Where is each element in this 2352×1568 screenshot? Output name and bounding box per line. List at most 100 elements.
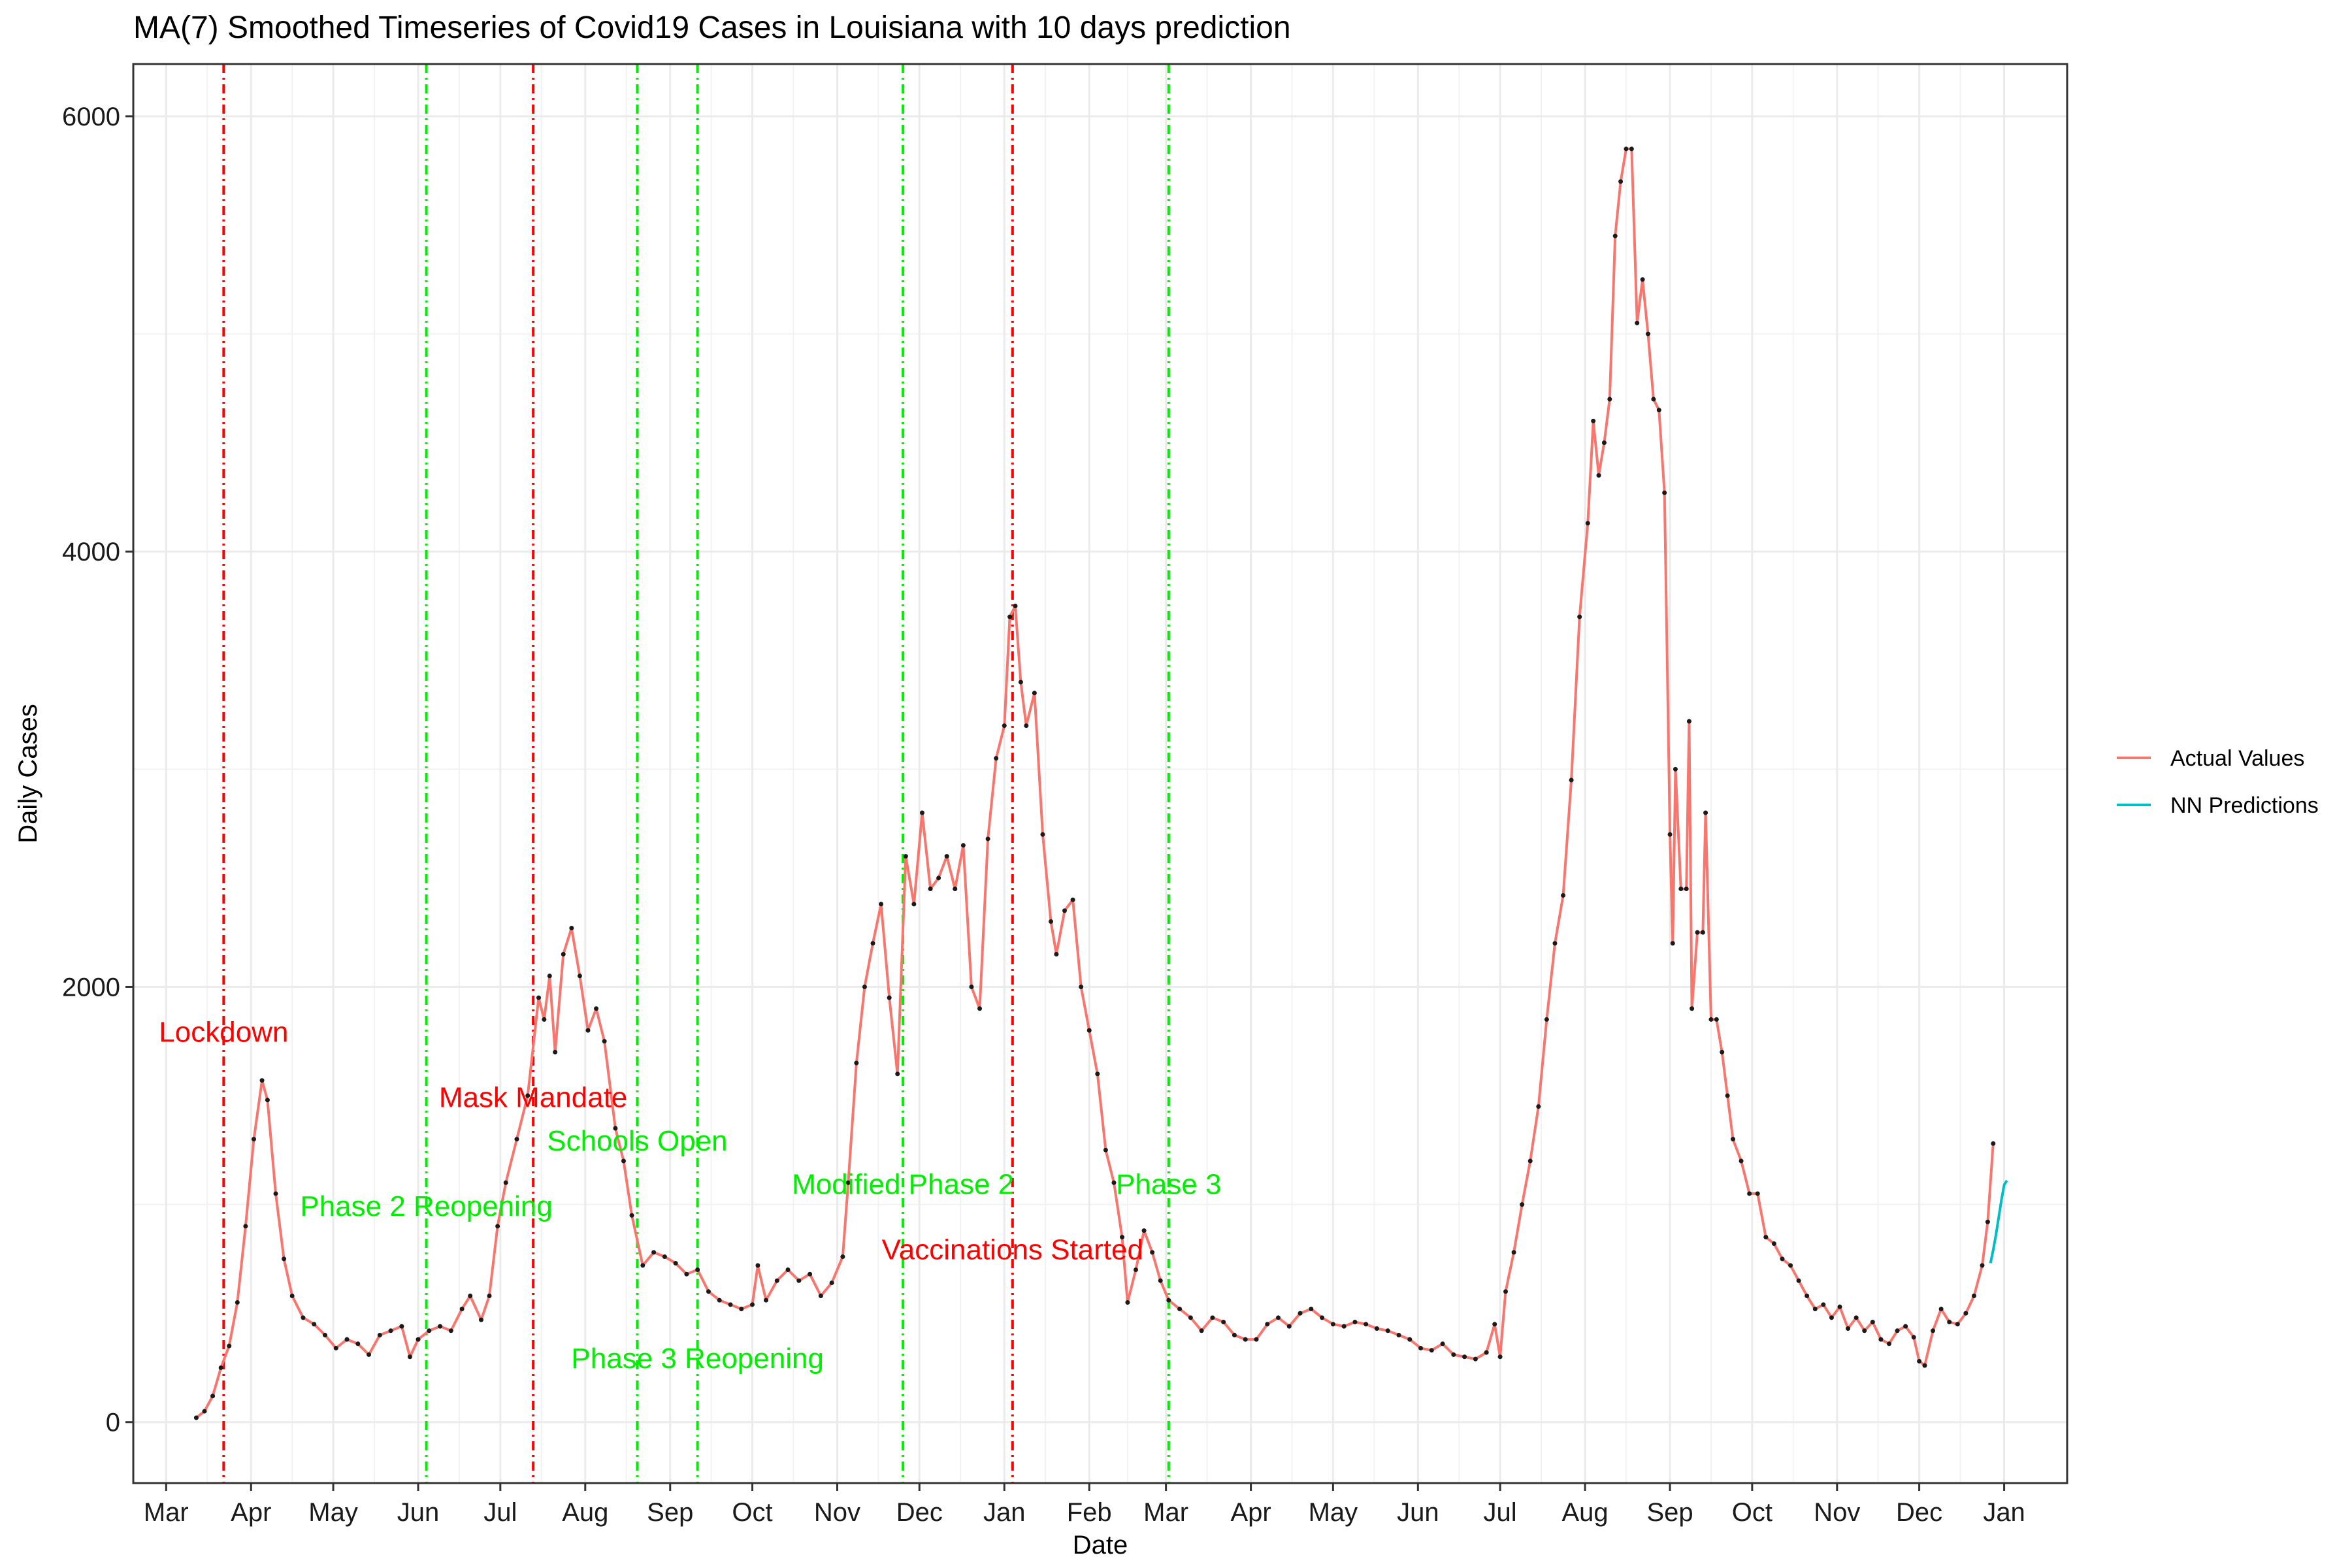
- data-point: [1188, 1315, 1193, 1320]
- data-point: [928, 887, 933, 892]
- data-point: [1418, 1345, 1424, 1350]
- data-point: [629, 1213, 634, 1218]
- data-point: [468, 1294, 473, 1299]
- event-label: Phase 2 Reopening: [300, 1190, 553, 1222]
- x-tick-label: Oct: [732, 1498, 772, 1527]
- x-tick-label: Jan: [983, 1498, 1026, 1527]
- event-label: Phase 3: [1116, 1169, 1221, 1201]
- x-tick-label: Apr: [231, 1498, 271, 1527]
- data-point: [602, 1039, 607, 1044]
- data-point: [235, 1300, 240, 1305]
- axes: Mar Apr May Jun Jul Aug Sep Oct Nov Dec Jan Feb Mar A…: [62, 103, 2025, 1527]
- data-point: [1955, 1322, 1960, 1327]
- data-point: [887, 995, 892, 1000]
- data-point: [1049, 919, 1054, 924]
- data-point: [879, 902, 884, 907]
- data-point: [1254, 1337, 1259, 1342]
- gridlines: [133, 64, 2067, 1483]
- data-point: [1788, 1263, 1793, 1268]
- data-point: [1980, 1263, 1985, 1268]
- x-tick-label: May: [1309, 1498, 1358, 1527]
- y-tick-label: 4000: [62, 538, 120, 566]
- event-labels: Lockdown Phase 2 Reopening Mask Mandate Sch…: [159, 1016, 1221, 1375]
- data-point: [1601, 440, 1607, 446]
- x-tick-label: Jul: [483, 1498, 517, 1527]
- data-point: [774, 1278, 779, 1283]
- data-point: [1624, 146, 1629, 152]
- data-point: [1829, 1315, 1834, 1320]
- data-point: [684, 1271, 689, 1277]
- data-point: [1062, 908, 1067, 913]
- data-point: [1374, 1326, 1379, 1331]
- data-point: [1158, 1278, 1163, 1283]
- data-point: [536, 995, 542, 1000]
- x-tick-label: Jul: [1484, 1498, 1517, 1527]
- x-tick-label: Nov: [814, 1498, 860, 1527]
- nn-predictions-line: [1989, 1179, 2008, 1264]
- data-point: [478, 1317, 483, 1322]
- data-point: [1352, 1319, 1358, 1324]
- data-point: [1054, 951, 1059, 956]
- data-point: [1150, 1250, 1155, 1255]
- data-point: [1040, 832, 1045, 837]
- data-point: [1577, 614, 1582, 619]
- data-point: [1210, 1315, 1215, 1320]
- data-point: [1947, 1319, 1952, 1324]
- data-point: [1070, 897, 1075, 902]
- data-point: [1846, 1326, 1851, 1331]
- data-point: [1141, 1228, 1147, 1233]
- data-point: [840, 1254, 845, 1260]
- data-point: [1678, 887, 1684, 892]
- data-point: [717, 1298, 722, 1303]
- data-point: [1612, 233, 1618, 238]
- data-point: [911, 902, 917, 907]
- data-point: [763, 1298, 768, 1303]
- data-point: [651, 1250, 657, 1255]
- data-point: [1878, 1337, 1884, 1342]
- data-point: [755, 1263, 760, 1268]
- data-point: [388, 1328, 393, 1333]
- data-point: [193, 1415, 199, 1420]
- data-point: [259, 1078, 265, 1083]
- data-point: [919, 810, 924, 815]
- data-point: [243, 1224, 248, 1229]
- data-point: [1651, 397, 1656, 402]
- data-point: [1695, 930, 1700, 935]
- x-tick-label: Apr: [1230, 1498, 1271, 1527]
- data-point: [1166, 1298, 1171, 1303]
- data-point: [750, 1302, 755, 1307]
- data-point: [1002, 723, 1007, 728]
- data-point: [1673, 766, 1678, 772]
- data-point: [1473, 1356, 1478, 1362]
- data-point: [977, 1006, 983, 1011]
- data-point: [210, 1394, 216, 1399]
- data-point: [1024, 723, 1029, 728]
- x-tick-label: Nov: [1814, 1498, 1860, 1527]
- data-point: [728, 1302, 733, 1307]
- x-tick-label: Aug: [1562, 1498, 1609, 1527]
- chart-title: MA(7) Smoothed Timeseries of Covid19 Cas…: [133, 10, 1291, 45]
- data-point: [355, 1341, 361, 1347]
- data-point: [1364, 1322, 1369, 1327]
- x-tick-label: Dec: [1896, 1498, 1942, 1527]
- data-point: [367, 1352, 372, 1357]
- data-point: [1298, 1311, 1303, 1316]
- data-point: [1451, 1352, 1456, 1357]
- data-point: [944, 854, 949, 859]
- data-point: [416, 1337, 421, 1342]
- data-point: [1591, 418, 1596, 423]
- data-point: [1618, 179, 1624, 184]
- data-point: [1492, 1322, 1497, 1327]
- data-point: [1922, 1363, 1927, 1368]
- data-point: [218, 1365, 223, 1370]
- y-tick-label: 2000: [62, 973, 120, 1002]
- data-point: [862, 984, 867, 989]
- data-point: [785, 1267, 791, 1273]
- data-point: [985, 836, 990, 841]
- data-point: [1635, 320, 1640, 325]
- data-point: [1276, 1315, 1281, 1320]
- data-point: [1771, 1241, 1776, 1247]
- data-point: [1991, 1141, 1996, 1146]
- data-point: [265, 1098, 270, 1103]
- data-point: [344, 1337, 350, 1342]
